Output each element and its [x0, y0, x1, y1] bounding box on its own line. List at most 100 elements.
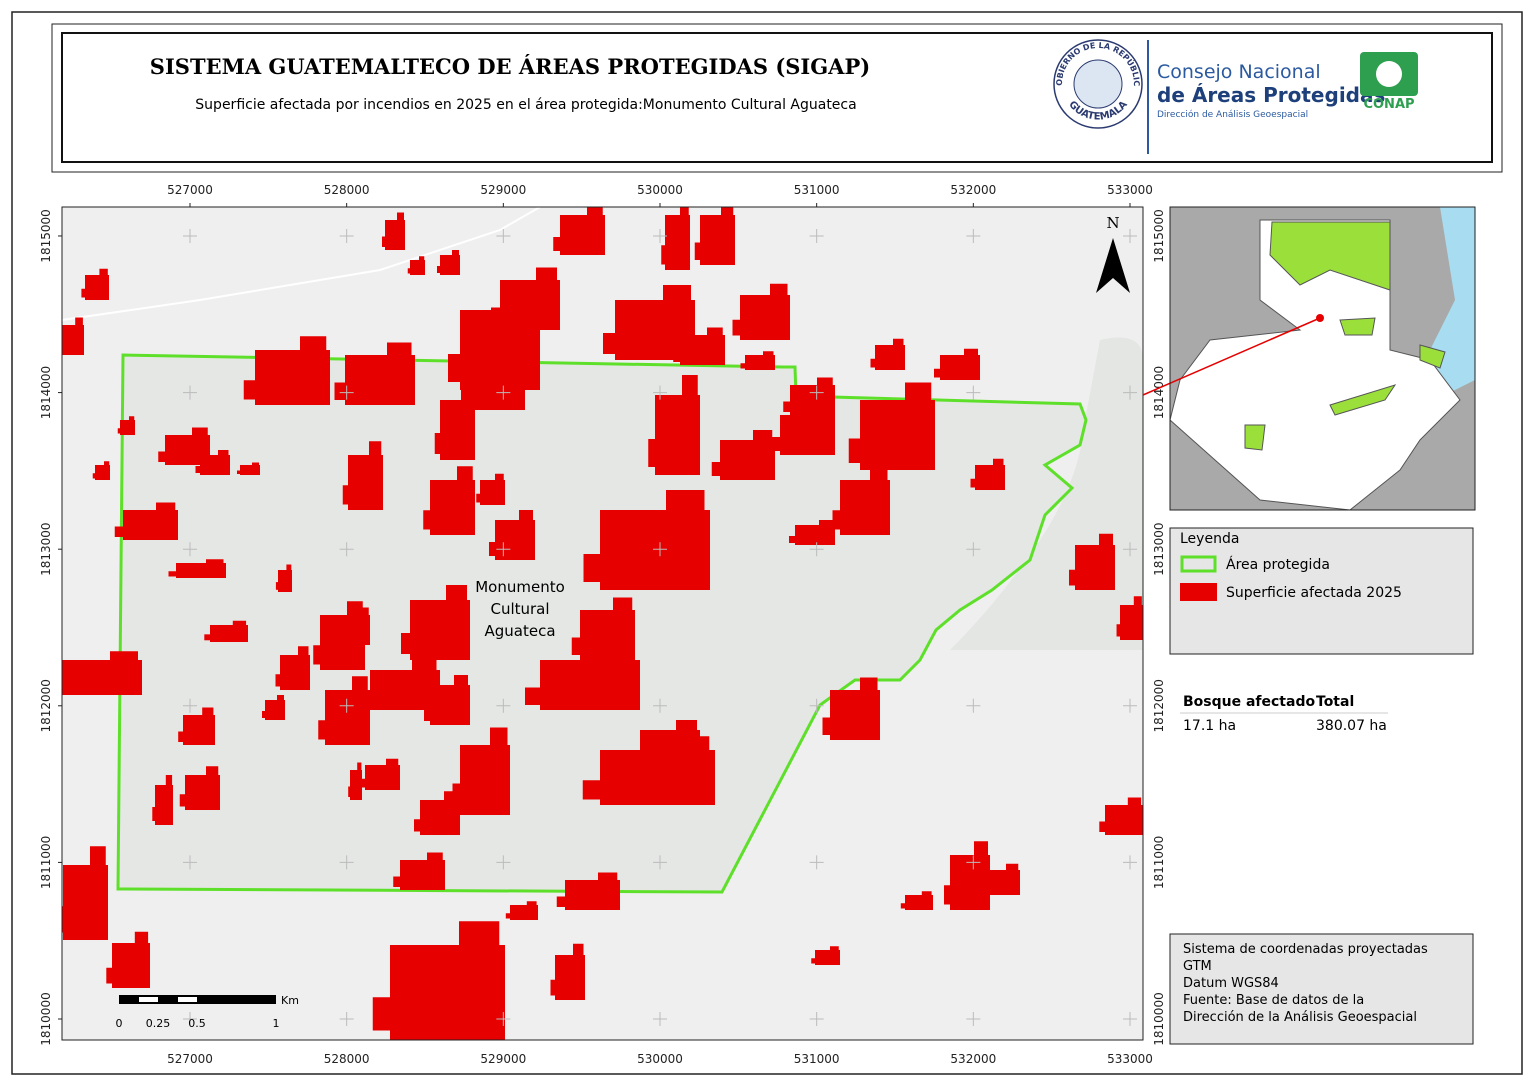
- grid-cross: [809, 542, 824, 557]
- burned-patch: [400, 860, 445, 890]
- burned-patch: [510, 905, 538, 920]
- burned-patch: [387, 342, 412, 358]
- burned-patch: [815, 950, 840, 965]
- burned-patch: [369, 441, 382, 458]
- burned-patch: [665, 215, 690, 270]
- burned-patch: [345, 355, 415, 405]
- burned-patch: [155, 785, 173, 825]
- legend-swatch: [1180, 583, 1217, 601]
- burned-patch: [985, 870, 1020, 895]
- burned-patch: [753, 430, 773, 442]
- burned-patch: [893, 338, 904, 347]
- grid-cross: [339, 1012, 354, 1027]
- burned-patch: [950, 855, 990, 910]
- burned-patch: [682, 510, 707, 522]
- coordinate-ticks: 527000 527000 528000 528000 529000 529000 5300…: [39, 183, 1166, 1066]
- burned-patch: [262, 711, 268, 718]
- grid-cross: [496, 1012, 511, 1027]
- subtitle: Superficie afectada por incendios en 202…: [195, 97, 856, 113]
- burned-patch: [382, 236, 388, 247]
- grid-cross: [809, 1012, 824, 1027]
- y-tick-label: 1814000: [1152, 366, 1166, 419]
- grid-cross: [809, 228, 824, 243]
- burned-patch: [707, 327, 723, 337]
- x-tick-label: 531000: [794, 183, 840, 197]
- conap-line2: de Áreas Protegidas: [1157, 83, 1385, 107]
- burned-patch: [580, 610, 635, 660]
- burned-patch: [252, 462, 259, 466]
- burned-patch: [819, 520, 833, 526]
- burned-patch: [680, 335, 725, 365]
- grid-cross: [1123, 1012, 1137, 1027]
- x-tick-label: 530000: [637, 1052, 683, 1066]
- burned-patch: [62, 906, 70, 933]
- grid-cross: [652, 698, 667, 713]
- info-line: Sistema de coordenadas proyectadas: [1183, 942, 1428, 957]
- conap-icon-mark: [1376, 61, 1402, 87]
- burned-patch: [505, 353, 523, 368]
- grid-cross: [182, 228, 197, 243]
- burned-patch: [1133, 596, 1142, 607]
- y-tick-label: 1811000: [39, 836, 53, 889]
- grid-cross: [339, 385, 354, 400]
- burned-patch: [85, 275, 109, 300]
- grid-cross: [652, 228, 667, 243]
- header-box: [61, 32, 1493, 163]
- burned-patch: [1120, 605, 1143, 640]
- burned-patch: [676, 720, 697, 732]
- burned-patch: [500, 280, 560, 330]
- burned-patch: [860, 400, 935, 470]
- burned-patch: [491, 307, 509, 325]
- burned-patch: [475, 365, 525, 410]
- burned-patch: [390, 945, 505, 1040]
- burned-patch: [964, 348, 978, 357]
- burned-patch: [822, 717, 838, 735]
- burned-patch: [648, 439, 662, 467]
- legend-label: Área protegida: [1226, 556, 1330, 573]
- scale-bar: [119, 995, 276, 1004]
- burned-patch: [275, 674, 285, 687]
- burned-patch: [99, 268, 108, 277]
- grid-cross: [339, 855, 354, 870]
- burned-patch: [298, 646, 309, 657]
- burned-patch: [185, 775, 220, 810]
- burned-patch: [480, 480, 505, 505]
- grid-cross: [182, 1012, 197, 1027]
- grid-cross: [966, 385, 981, 400]
- burned-patch: [1127, 797, 1142, 807]
- x-tick-label: 529000: [480, 1052, 526, 1066]
- burned-patch: [152, 807, 158, 821]
- burned-patch: [974, 841, 988, 858]
- burned-patch: [300, 336, 327, 353]
- burned-patch: [682, 375, 698, 399]
- burned-patch: [123, 510, 178, 540]
- grid-cross: [809, 385, 824, 400]
- burned-patch: [629, 542, 651, 556]
- grid-cross: [652, 1012, 667, 1027]
- burned-patch: [350, 770, 362, 800]
- burned-patch: [104, 461, 110, 466]
- burned-patch: [360, 607, 369, 617]
- burned-patch: [457, 466, 473, 483]
- conap-line3: Dirección de Análisis Geoespacial: [1157, 109, 1308, 120]
- burned-patch: [385, 220, 405, 250]
- legend-items: Área protegida Superficie afectada 2025: [1180, 555, 1402, 601]
- burned-patch: [232, 620, 247, 626]
- y-tick-label: 1810000: [39, 992, 53, 1045]
- scale-label: 0: [116, 1017, 123, 1030]
- burned-patch: [342, 485, 354, 505]
- burned-patch: [640, 520, 710, 560]
- map-frame: [61, 206, 1144, 1041]
- burned-patch: [134, 931, 149, 946]
- x-tick-label: 531000: [794, 1052, 840, 1066]
- burned-patch: [817, 377, 833, 387]
- burned-patch: [1099, 533, 1113, 548]
- burned-patch: [114, 526, 132, 537]
- burned-patch: [427, 852, 443, 862]
- x-tick-label: 528000: [324, 1052, 370, 1066]
- burned-patch: [811, 958, 819, 964]
- burned-patch: [467, 389, 483, 406]
- burned-patch: [673, 351, 687, 362]
- inset-protected: [1244, 317, 1446, 451]
- burned-patch: [970, 478, 980, 488]
